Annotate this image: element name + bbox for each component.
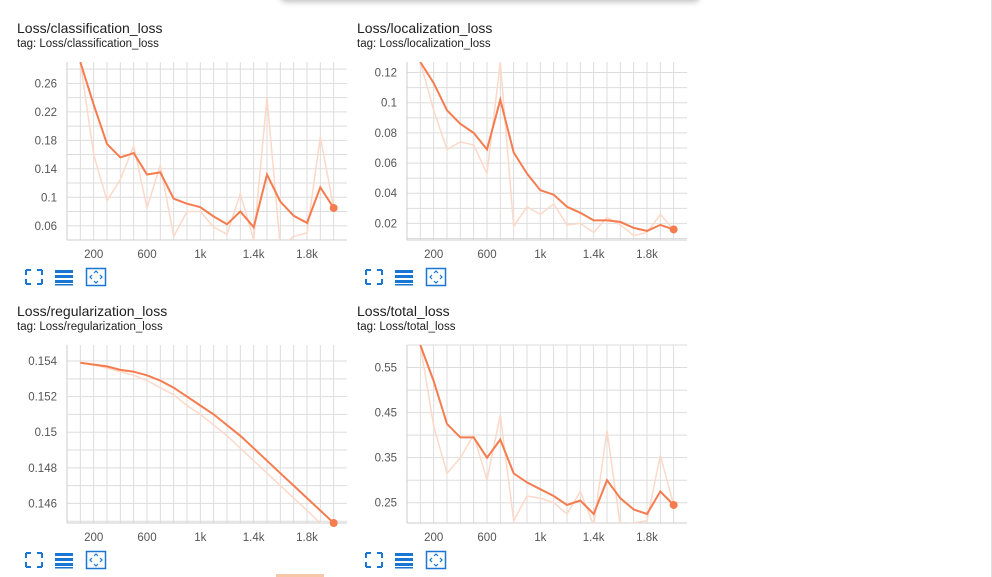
chart-tag: tag: Loss/total_loss — [357, 321, 456, 333]
y-tick-label: 0.146 — [28, 498, 57, 510]
chart-grid — [406, 344, 687, 524]
chart-title: Loss/classification_loss — [17, 20, 163, 36]
x-tick-label: 600 — [477, 532, 496, 544]
y-tick-label: 0.35 — [375, 453, 397, 465]
toggle-log-scale-button[interactable] — [53, 550, 75, 570]
x-tick-label: 200 — [424, 532, 443, 544]
y-tick-label: 0.26 — [35, 78, 57, 90]
scalar-card: Loss/classification_loss tag: Loss/classi… — [0, 0, 347, 287]
y-tick-label: 0.55 — [375, 363, 397, 375]
y-tick-label: 0.152 — [28, 392, 57, 404]
chart-tag: tag: Loss/classification_loss — [17, 38, 159, 50]
fullscreen-button[interactable] — [363, 267, 385, 287]
scalar-card: Loss/localization_loss tag: Loss/localiza… — [340, 0, 687, 287]
x-tick-label: 200 — [84, 249, 103, 261]
fit-domain-icon — [425, 267, 447, 287]
x-tick-label: 1.8k — [636, 532, 658, 544]
last-point-marker — [669, 500, 678, 509]
x-tick-label: 1.4k — [583, 249, 605, 261]
x-tick-label: 1.8k — [296, 249, 318, 261]
fit-domain-icon — [425, 550, 447, 570]
y-tick-label: 0.25 — [375, 498, 397, 510]
fullscreen-icon — [25, 552, 43, 568]
toggle-log-scale-button[interactable] — [53, 267, 75, 287]
scroll-indicator — [276, 574, 324, 577]
last-point-marker — [329, 203, 338, 212]
y-tick-label: 0.14 — [35, 164, 58, 176]
chart-tag: tag: Loss/localization_loss — [357, 38, 491, 50]
fit-domain-button[interactable] — [85, 550, 107, 570]
last-point-marker — [329, 519, 338, 527]
scalar-card: Loss/regularization_loss tag: Loss/regula… — [0, 283, 347, 570]
chart-tag: tag: Loss/regularization_loss — [17, 321, 163, 333]
x-tick-label: 1.4k — [583, 532, 605, 544]
chart-title: Loss/regularization_loss — [17, 303, 168, 319]
raw-series-line — [419, 345, 675, 523]
y-tick-label: 0.12 — [375, 68, 397, 80]
line-chart[interactable]: 0.25 0.35 0.45 0.55 200 600 1k 1.4k 1.8k — [340, 283, 690, 566]
toggle-log-scale-icon — [55, 553, 73, 569]
line-chart[interactable]: 0.146 0.148 0.15 0.152 0.154 200 600 1k 1.4k 1.8k — [0, 283, 350, 566]
fullscreen-button[interactable] — [363, 550, 385, 570]
toggle-log-scale-button[interactable] — [393, 550, 415, 570]
smoothed-series-line — [419, 345, 675, 516]
x-tick-label: 600 — [477, 249, 496, 261]
x-tick-label: 600 — [137, 249, 156, 261]
y-tick-label: 0.15 — [35, 427, 57, 439]
y-tick-label: 0.154 — [28, 356, 57, 368]
y-tick-label: 0.08 — [375, 128, 397, 140]
y-tick-label: 0.06 — [375, 158, 397, 170]
fit-domain-button[interactable] — [425, 267, 447, 287]
y-tick-label: 0.148 — [28, 463, 57, 475]
line-chart[interactable]: 0.02 0.04 0.06 0.08 0.1 0.12 200 600 1k 1.4k 1.8k — [340, 0, 690, 283]
x-tick-label: 200 — [424, 249, 443, 261]
raw-series-line — [419, 62, 675, 237]
y-tick-label: 0.18 — [35, 135, 57, 147]
fit-domain-icon — [85, 550, 107, 570]
smoothed-series-line — [419, 62, 675, 232]
y-tick-label: 0.1 — [381, 98, 397, 110]
y-tick-label: 0.04 — [375, 188, 398, 200]
x-tick-label: 600 — [137, 532, 156, 544]
y-tick-label: 0.06 — [35, 221, 57, 233]
raw-series-line — [80, 362, 322, 523]
fit-domain-button[interactable] — [85, 267, 107, 287]
x-tick-label: 1k — [534, 249, 546, 261]
y-tick-label: 0.1 — [41, 192, 57, 204]
fullscreen-icon — [25, 269, 43, 285]
x-tick-label: 1.8k — [636, 249, 658, 261]
line-chart[interactable]: 0.06 0.1 0.14 0.18 0.22 0.26 200 600 1k 1.4k 1.8k — [0, 0, 350, 283]
smoothed-series-line — [80, 361, 335, 523]
smoothed-series-line — [79, 62, 335, 230]
y-tick-label: 0.22 — [35, 107, 57, 119]
scalar-card: Loss/total_loss tag: Loss/total_loss 0.25 0… — [340, 283, 687, 570]
chart-grid — [66, 345, 347, 524]
fit-domain-button[interactable] — [425, 550, 447, 570]
x-tick-label: 1.8k — [296, 532, 318, 544]
chart-title: Loss/total_loss — [357, 303, 450, 319]
toggle-log-scale-icon — [55, 270, 73, 286]
fit-domain-icon — [85, 267, 107, 287]
fullscreen-icon — [365, 552, 383, 568]
x-tick-label: 1k — [194, 249, 206, 261]
toggle-log-scale-icon — [395, 270, 413, 286]
toggle-log-scale-button[interactable] — [393, 267, 415, 287]
y-tick-label: 0.45 — [375, 408, 397, 420]
x-tick-label: 1k — [534, 532, 546, 544]
chart-grid — [66, 62, 347, 241]
toggle-log-scale-icon — [395, 553, 413, 569]
y-tick-label: 0.02 — [375, 218, 397, 230]
x-tick-label: 1k — [194, 532, 206, 544]
fullscreen-button[interactable] — [23, 267, 45, 287]
chart-title: Loss/localization_loss — [357, 20, 493, 36]
fullscreen-icon — [365, 269, 383, 285]
x-tick-label: 1.4k — [243, 532, 265, 544]
raw-series-line — [79, 62, 335, 240]
chart-grid — [406, 62, 687, 241]
last-point-marker — [669, 225, 678, 234]
x-tick-label: 200 — [84, 532, 103, 544]
fullscreen-button[interactable] — [23, 550, 45, 570]
x-tick-label: 1.4k — [243, 249, 265, 261]
